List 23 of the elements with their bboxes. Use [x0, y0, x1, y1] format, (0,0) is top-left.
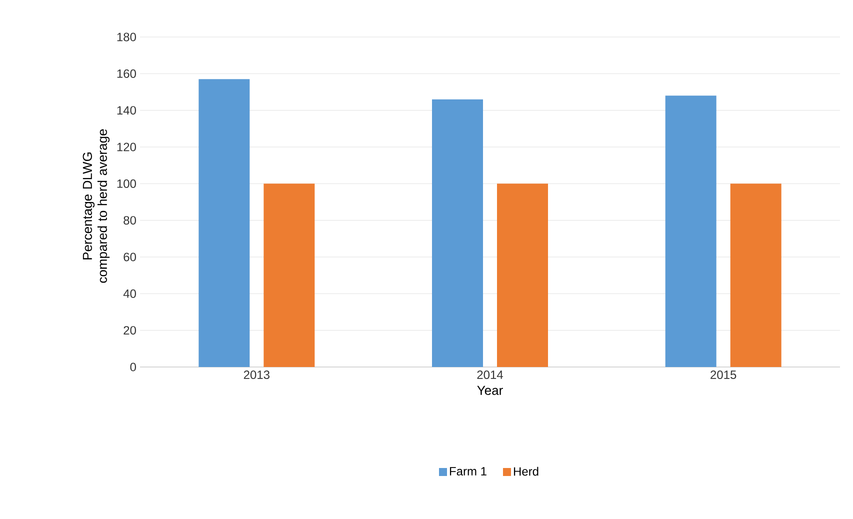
- y-tick-label: 140: [117, 106, 136, 115]
- x-axis-title: Year: [477, 386, 503, 395]
- y-tick-label: 60: [124, 252, 136, 262]
- y-tick-label: 120: [117, 142, 136, 152]
- legend-label: Farm 1: [450, 467, 486, 476]
- bar: [264, 184, 315, 367]
- x-tick-label: 2013: [244, 370, 270, 380]
- x-tick-label: 2015: [710, 370, 736, 380]
- y-tick-label: 40: [123, 289, 136, 298]
- bar: [730, 184, 782, 367]
- x-tick-label: 2014: [477, 370, 503, 380]
- y-axis-title: Percentage DLWG compared to herd average: [82, 129, 110, 283]
- bar: [665, 96, 716, 367]
- legend-label: Herd: [514, 466, 538, 476]
- y-tick-label: 180: [117, 32, 136, 42]
- bar: [497, 184, 548, 367]
- y-tick-label: 20: [124, 326, 136, 335]
- y-tick-label: 160: [117, 69, 136, 78]
- y-tick-label: 0: [130, 362, 136, 372]
- bar: [432, 99, 484, 367]
- y-tick-label: 80: [124, 216, 136, 225]
- bar: [198, 79, 250, 367]
- y-tick-label: 100: [117, 179, 136, 188]
